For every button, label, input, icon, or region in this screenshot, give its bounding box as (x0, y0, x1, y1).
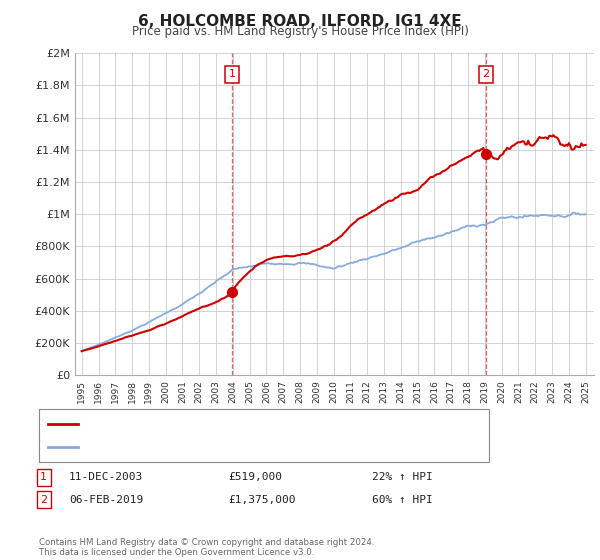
Text: Contains HM Land Registry data © Crown copyright and database right 2024.
This d: Contains HM Land Registry data © Crown c… (39, 538, 374, 557)
Text: 2: 2 (482, 69, 490, 79)
Text: £1,375,000: £1,375,000 (228, 494, 296, 505)
Text: HPI: Average price, detached house, Redbridge: HPI: Average price, detached house, Redb… (84, 442, 343, 452)
Text: 6, HOLCOMBE ROAD, ILFORD, IG1 4XE (detached house): 6, HOLCOMBE ROAD, ILFORD, IG1 4XE (detac… (84, 419, 394, 429)
Text: 2: 2 (40, 494, 47, 505)
Text: £519,000: £519,000 (228, 472, 282, 482)
Text: 1: 1 (40, 472, 47, 482)
Text: 60% ↑ HPI: 60% ↑ HPI (372, 494, 433, 505)
Text: 6, HOLCOMBE ROAD, ILFORD, IG1 4XE: 6, HOLCOMBE ROAD, ILFORD, IG1 4XE (138, 14, 462, 29)
Text: 1: 1 (229, 69, 236, 79)
Text: 11-DEC-2003: 11-DEC-2003 (69, 472, 143, 482)
Text: 06-FEB-2019: 06-FEB-2019 (69, 494, 143, 505)
Text: Price paid vs. HM Land Registry's House Price Index (HPI): Price paid vs. HM Land Registry's House … (131, 25, 469, 38)
Text: 22% ↑ HPI: 22% ↑ HPI (372, 472, 433, 482)
